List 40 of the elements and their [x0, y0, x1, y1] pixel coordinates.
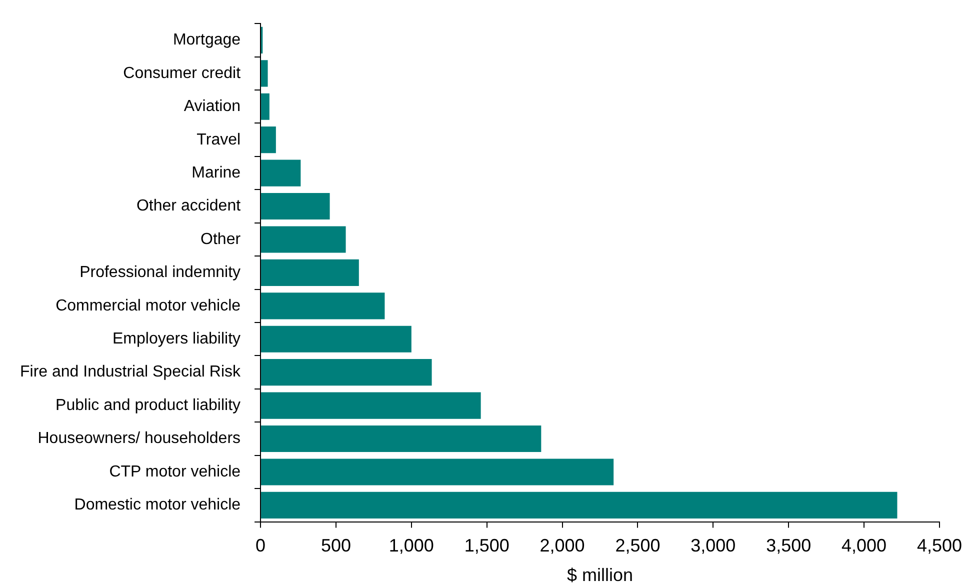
- x-tick-label: 1,500: [464, 536, 510, 556]
- bar: [261, 160, 301, 186]
- y-tick-label: Aviation: [184, 98, 241, 116]
- y-tick-label: Other: [200, 230, 242, 248]
- y-tick-label: Consumer credit: [123, 64, 242, 82]
- y-tick-label: Fire and Industrial Special Risk: [20, 364, 242, 381]
- y-tick-label: Mortgage: [172, 32, 241, 49]
- y-tick-label: Domestic motor vehicle: [74, 496, 241, 514]
- x-tick-label: 1,000: [388, 536, 434, 556]
- bar: [261, 425, 542, 452]
- y-tick-label: Marine: [192, 164, 241, 182]
- y-tick-label: CTP motor vehicle: [109, 463, 241, 480]
- x-tick-label: 3,000: [690, 536, 736, 556]
- y-tick-label: Houseowners/ householders: [38, 430, 241, 448]
- x-axis-title: $ million: [566, 565, 634, 586]
- bar: [261, 492, 898, 518]
- bar: [261, 292, 385, 320]
- bar: [261, 458, 614, 486]
- y-tick-label: Other accident: [136, 198, 242, 215]
- y-tick-label: Employers liability: [112, 330, 241, 348]
- x-tick-label: 2,500: [615, 536, 660, 556]
- bar: [261, 192, 330, 220]
- bar: [261, 259, 359, 286]
- x-tick-label: 500: [320, 536, 351, 556]
- y-tick-label: Travel: [196, 131, 241, 148]
- bar: [261, 392, 481, 419]
- bar: [261, 226, 346, 253]
- x-tick-label: 4,500: [916, 536, 962, 556]
- bar: [261, 93, 270, 120]
- bar: [261, 326, 412, 352]
- bar: [261, 126, 276, 154]
- bar: [261, 359, 432, 386]
- bar: [261, 60, 268, 87]
- x-tick-label: 3,500: [766, 536, 812, 556]
- x-tick-label: 4,000: [842, 536, 887, 556]
- y-tick-label: Public and product liability: [56, 396, 241, 414]
- y-tick-label: Professional indemnity: [80, 264, 241, 282]
- y-tick-label: Commercial motor vehicle: [56, 297, 241, 314]
- x-tick-label: 0: [256, 536, 266, 556]
- x-tick-label: 2,000: [540, 536, 585, 556]
